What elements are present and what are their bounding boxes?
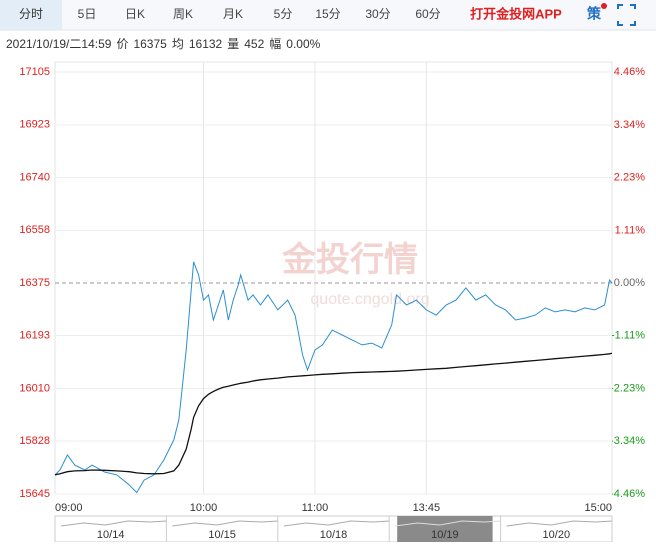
y-tick-label: 16923 <box>19 119 50 131</box>
fullscreen-button[interactable] <box>617 4 636 26</box>
notify-dot <box>601 3 607 9</box>
info-avg: 16132 <box>189 37 223 51</box>
series-line <box>54 352 613 476</box>
info-avg-label: 均 <box>172 37 184 51</box>
navigator-sparkline <box>283 520 390 527</box>
navigator-sparkline <box>172 520 279 527</box>
navigator <box>54 515 613 543</box>
y2-tick-label: 0.00% <box>614 277 645 289</box>
info-line: 2021/10/19/二14:59 价 16375 均 16132 量 452 幅 0.00% <box>6 36 321 51</box>
tab[interactable]: 5分 <box>274 7 293 21</box>
tab-bar <box>0 0 656 30</box>
y2-tick-label: 3.34% <box>614 119 645 131</box>
tab-active-bg <box>0 0 62 30</box>
info-change-label: 幅 <box>269 36 281 51</box>
tab[interactable]: 15分 <box>315 7 340 21</box>
x-tick-label: 09:00 <box>55 502 83 514</box>
x-tick-label: 10:00 <box>190 502 218 514</box>
y-tick-label: 17105 <box>19 66 50 78</box>
info-price: 16375 <box>133 37 167 51</box>
y2-tick-label: 2.23% <box>614 171 645 183</box>
navigator-date[interactable]: 10/19 <box>431 529 459 541</box>
tab[interactable]: 5日 <box>78 7 97 21</box>
x-tick-label: 13:45 <box>413 502 441 514</box>
tab[interactable]: 60分 <box>415 7 440 21</box>
x-tick-label: 11:00 <box>302 502 329 514</box>
series-line <box>54 261 613 494</box>
x-tick-label: 15:00 <box>584 502 612 514</box>
info-volume-label: 量 <box>227 37 239 51</box>
y-tick-label: 16558 <box>19 224 50 236</box>
strategy-button[interactable]: 策 <box>586 6 602 22</box>
navigator-sparkline <box>60 520 167 527</box>
navigator-date[interactable]: 10/18 <box>320 529 348 541</box>
y-tick-label: 16010 <box>19 382 50 394</box>
y2-tick-label: 4.46% <box>614 66 645 78</box>
y-tick-label: 15828 <box>19 435 50 447</box>
app-link[interactable]: 打开金投网APP <box>470 6 562 21</box>
navigator-date[interactable]: 10/14 <box>97 529 125 541</box>
info-price-label: 价 <box>116 37 128 51</box>
y2-tick-label: -1.11% <box>611 329 645 341</box>
info-change: 0.00% <box>286 37 320 51</box>
tab[interactable]: 周K <box>173 7 193 21</box>
navigator-sparkline <box>395 520 502 527</box>
y2-tick-label: -4.46% <box>610 488 645 500</box>
y2-tick-label: -2.23% <box>610 382 645 394</box>
navigator-selected <box>397 516 493 542</box>
y-tick-label: 16740 <box>19 171 50 183</box>
navigator-date[interactable]: 10/15 <box>208 529 236 541</box>
y2-tick-label: 1.11% <box>615 224 646 236</box>
y-tick-label: 16193 <box>19 330 50 342</box>
tab[interactable]: 30分 <box>365 7 390 21</box>
info-datetime: 2021/10/19/二14:59 <box>6 37 112 51</box>
tab[interactable]: 分时 <box>19 7 43 21</box>
y2-tick-label: -3.34% <box>610 435 645 447</box>
y-tick-label: 16375 <box>19 277 50 289</box>
navigator-sparkline <box>506 520 613 527</box>
watermark-url: quote.cngold.org <box>310 291 429 308</box>
tab[interactable]: 日K <box>125 7 145 21</box>
tab[interactable]: 月K <box>223 7 243 21</box>
navigator-date[interactable]: 10/20 <box>543 529 571 541</box>
y-tick-label: 15645 <box>19 488 50 500</box>
info-volume: 452 <box>244 37 264 51</box>
navigator-days: 10/14 10/15 10/18 10/19 10/20 <box>60 516 613 542</box>
watermark: 金投行情 <box>281 240 418 279</box>
